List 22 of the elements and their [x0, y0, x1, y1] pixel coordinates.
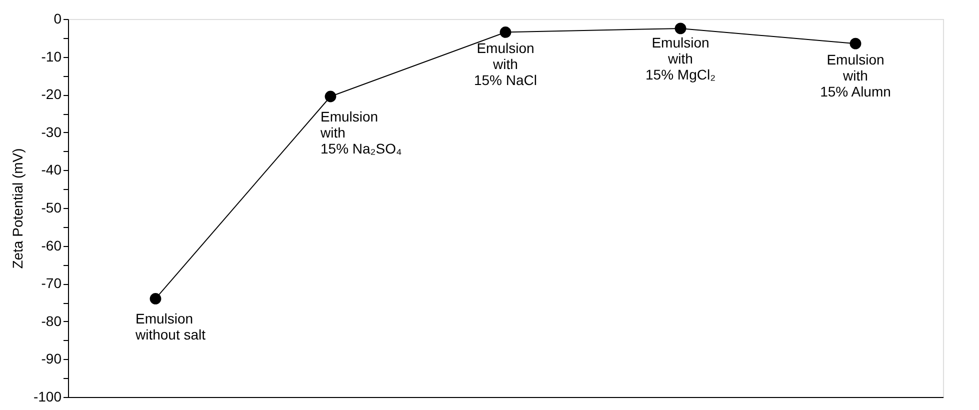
y-tick-label: -20: [41, 86, 62, 102]
point: [850, 38, 862, 50]
point: [674, 22, 686, 34]
y-tick-label: -80: [41, 312, 62, 329]
y-tick-label: -10: [41, 48, 62, 64]
y-tick-label: -60: [41, 237, 62, 254]
point: [150, 293, 162, 304]
x-tick-label: Emulsion without salt: [134, 310, 206, 343]
y-tick-label: -90: [41, 350, 62, 367]
y-tick-label: -50: [41, 200, 62, 216]
y-axis-title: Zeta Potential (mV): [9, 148, 26, 269]
x-tick-label: Emulsion with 15% MgCl₂: [645, 34, 716, 82]
x-tick-label: Emulsion with 15% Alumn: [820, 52, 891, 100]
point: [324, 90, 336, 102]
x-tick-label: Emulsion with 15% Na₂SO₄: [320, 108, 402, 156]
y-tick-label: 0: [54, 10, 62, 26]
y-tick-label: -100: [33, 388, 62, 404]
y-tick-label: -40: [41, 162, 62, 178]
x-tick-label: Emulsion with 15% NaCl: [474, 40, 538, 88]
y-tick-label: -30: [41, 124, 62, 140]
y-tick-label: -70: [41, 275, 62, 292]
point: [500, 26, 512, 38]
